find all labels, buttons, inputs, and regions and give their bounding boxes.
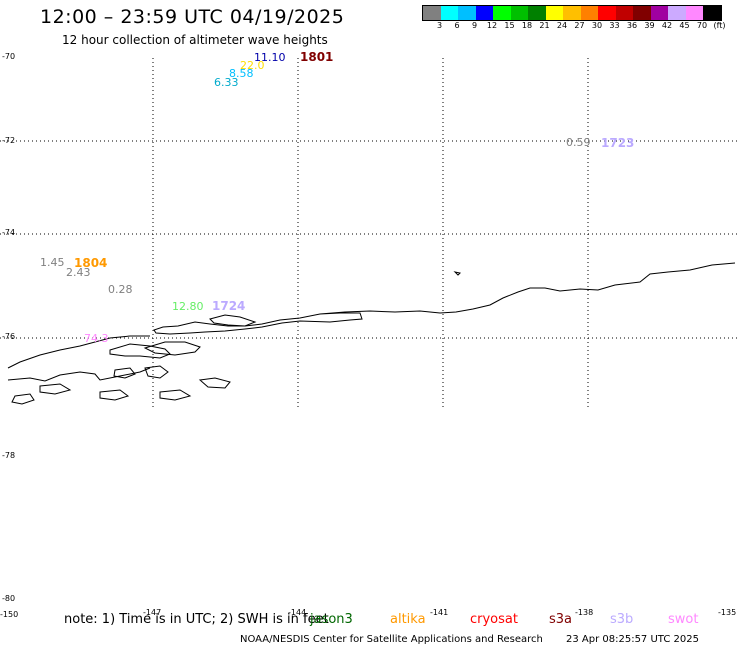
legend-label: 21 bbox=[539, 21, 550, 30]
legend-swatch bbox=[633, 6, 651, 20]
coastline bbox=[7, 262, 736, 405]
wave-height-value: 6.33 bbox=[214, 76, 239, 89]
legend-swatch bbox=[475, 6, 493, 20]
legend-label: 39 bbox=[644, 21, 655, 30]
legend-swatch bbox=[598, 6, 616, 20]
wave-height-value: 12.80 bbox=[172, 300, 204, 313]
mission-label-s3b: s3b bbox=[610, 612, 634, 627]
legend-label: 3 bbox=[436, 21, 443, 30]
page-title: 12:00 – 23:59 UTC 04/19/2025 bbox=[40, 6, 345, 28]
pass-time-label: 1723 bbox=[601, 136, 635, 150]
legend-label: 9 bbox=[471, 21, 478, 30]
island-i bbox=[159, 389, 192, 401]
mission-label-jason3: jason3 bbox=[310, 612, 353, 627]
islet bbox=[453, 271, 462, 276]
wave-height-value: 8.58 bbox=[229, 67, 254, 80]
lon-label: -144 bbox=[288, 608, 307, 617]
lat-label: -74 bbox=[2, 228, 16, 237]
legend-swatch bbox=[668, 6, 686, 20]
legend-label: 18 bbox=[521, 21, 533, 30]
island-b bbox=[143, 341, 201, 356]
footer-timestamp: 23 Apr 08:25:57 UTC 2025 bbox=[566, 634, 699, 645]
legend-label: 42 bbox=[661, 21, 673, 30]
legend-label: 36 bbox=[626, 21, 638, 30]
lat-label: -80 bbox=[2, 594, 16, 603]
island-g bbox=[99, 389, 130, 401]
wave-height-value: 22.0 bbox=[240, 59, 265, 72]
coast-west bbox=[7, 335, 151, 382]
legend-label: 15 bbox=[504, 21, 515, 30]
legend-label: 27 bbox=[574, 21, 585, 30]
legend-label: 33 bbox=[609, 21, 620, 30]
mission-label-cryosat: cryosat bbox=[470, 612, 518, 627]
legend-swatch bbox=[423, 6, 441, 20]
island-f bbox=[39, 383, 72, 395]
mission-label-altika: altika bbox=[390, 612, 426, 627]
lat-label: -76 bbox=[2, 332, 16, 341]
page-subtitle: 12 hour collection of altimeter wave hei… bbox=[62, 33, 328, 47]
legend-label: (ft) bbox=[713, 21, 726, 30]
footer-note: note: 1) Time is in UTC; 2) SWH is in fe… bbox=[64, 612, 329, 627]
graticule bbox=[0, 58, 740, 408]
wave-height-value: 0.59 bbox=[566, 136, 591, 149]
legend-label: 24 bbox=[556, 21, 568, 30]
wave-height-value: 2.43 bbox=[66, 266, 91, 279]
legend-label: 70 bbox=[696, 21, 708, 30]
legend-swatch bbox=[493, 6, 511, 20]
island-d bbox=[113, 367, 136, 379]
pass-time-label: 1801 bbox=[300, 50, 334, 64]
lat-label: -72 bbox=[2, 136, 16, 145]
legend-swatch bbox=[545, 6, 563, 20]
lat-label: -78 bbox=[2, 451, 16, 460]
lon-label: -135 bbox=[718, 608, 737, 617]
legend-label: 45 bbox=[679, 21, 690, 30]
island-e bbox=[198, 377, 231, 389]
legend-swatch bbox=[528, 6, 546, 20]
wave-height-value: 1.45 bbox=[40, 256, 65, 269]
footer-credit: NOAA/NESDIS Center for Satellite Applica… bbox=[240, 634, 543, 645]
legend-label: 30 bbox=[591, 21, 603, 30]
island-h bbox=[11, 393, 35, 405]
legend-swatch bbox=[458, 6, 476, 20]
ice-shelf-front bbox=[153, 262, 736, 335]
island-c bbox=[144, 365, 169, 379]
legend-swatch bbox=[563, 6, 581, 20]
lon-label: -138 bbox=[575, 608, 594, 617]
legend-label: 12 bbox=[486, 21, 498, 30]
ice-tongue bbox=[209, 314, 257, 327]
mission-label-swot: swot bbox=[668, 612, 699, 627]
mission-label-s3a: s3a bbox=[549, 612, 573, 627]
wave-height-value: 11.10 bbox=[254, 51, 286, 64]
legend-swatch bbox=[580, 6, 598, 20]
lon-label: -141 bbox=[430, 608, 449, 617]
wave-height-color-legend bbox=[422, 5, 722, 21]
island-a bbox=[109, 343, 171, 359]
legend-swatch bbox=[440, 6, 458, 20]
legend-swatch bbox=[650, 6, 668, 20]
pass-time-label: 1804 bbox=[74, 256, 108, 270]
legend-swatch bbox=[685, 6, 703, 20]
wave-height-value: 74.3 bbox=[84, 332, 109, 345]
lon-label: -150 bbox=[0, 610, 19, 619]
lon-label: -147 bbox=[143, 608, 162, 617]
lat-label: -70 bbox=[2, 52, 16, 61]
pass-time-label: 1724 bbox=[212, 299, 246, 313]
legend-label: 6 bbox=[454, 21, 460, 30]
legend-swatch bbox=[510, 6, 528, 20]
legend-swatch bbox=[703, 6, 721, 20]
legend-swatch bbox=[615, 6, 633, 20]
wave-height-value: 0.28 bbox=[108, 283, 133, 296]
